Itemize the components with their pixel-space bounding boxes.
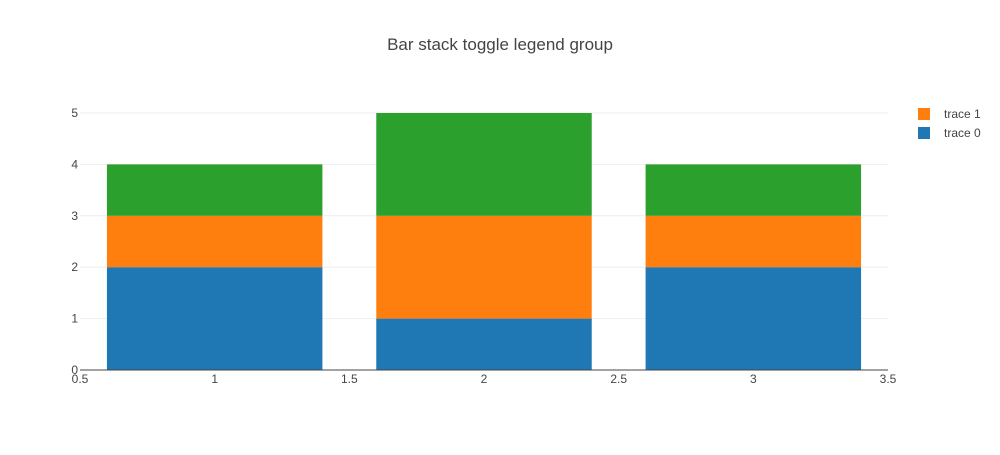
x-tick-label: 2.5 [610, 372, 627, 386]
legend-swatch[interactable] [918, 108, 930, 120]
bars[interactable] [106, 113, 862, 370]
legend-label[interactable]: trace 0 [944, 126, 981, 140]
x-tick-label: 1.5 [341, 372, 358, 386]
bar-series-2-category-2[interactable] [645, 164, 862, 216]
x-tick-label: 3.5 [880, 372, 897, 386]
x-tick-label: 3 [750, 372, 757, 386]
chart-title: Bar stack toggle legend group [387, 35, 613, 54]
bar-series-2-category-0[interactable] [106, 164, 323, 216]
x-tick-label: 2 [481, 372, 488, 386]
bar-series-0-category-1[interactable] [376, 318, 592, 370]
y-tick-label: 3 [71, 209, 78, 223]
legend-label[interactable]: trace 1 [944, 107, 981, 121]
bar-series-0-category-2[interactable] [645, 267, 862, 370]
bar-series-1-category-0[interactable] [106, 215, 323, 268]
bar-series-2-category-1[interactable] [376, 113, 592, 216]
bar-series-1-category-2[interactable] [645, 215, 862, 268]
x-tick-label: 0.5 [72, 372, 89, 386]
y-tick-label: 2 [71, 260, 78, 274]
y-tick-label: 4 [71, 157, 78, 171]
y-tick-label: 5 [71, 106, 78, 120]
axes: 0 1 2 3 4 5 0.5 1 1.5 2 2.5 3 3.5 [71, 106, 896, 386]
bar-series-0-category-0[interactable] [106, 267, 323, 370]
bar-series-1-category-1[interactable] [376, 215, 592, 319]
x-tick-label: 1 [211, 372, 218, 386]
y-tick-label: 0 [71, 363, 78, 377]
legend[interactable]: trace 1 trace 0 [918, 107, 981, 140]
y-tick-label: 1 [71, 312, 78, 326]
legend-swatch[interactable] [918, 127, 930, 139]
